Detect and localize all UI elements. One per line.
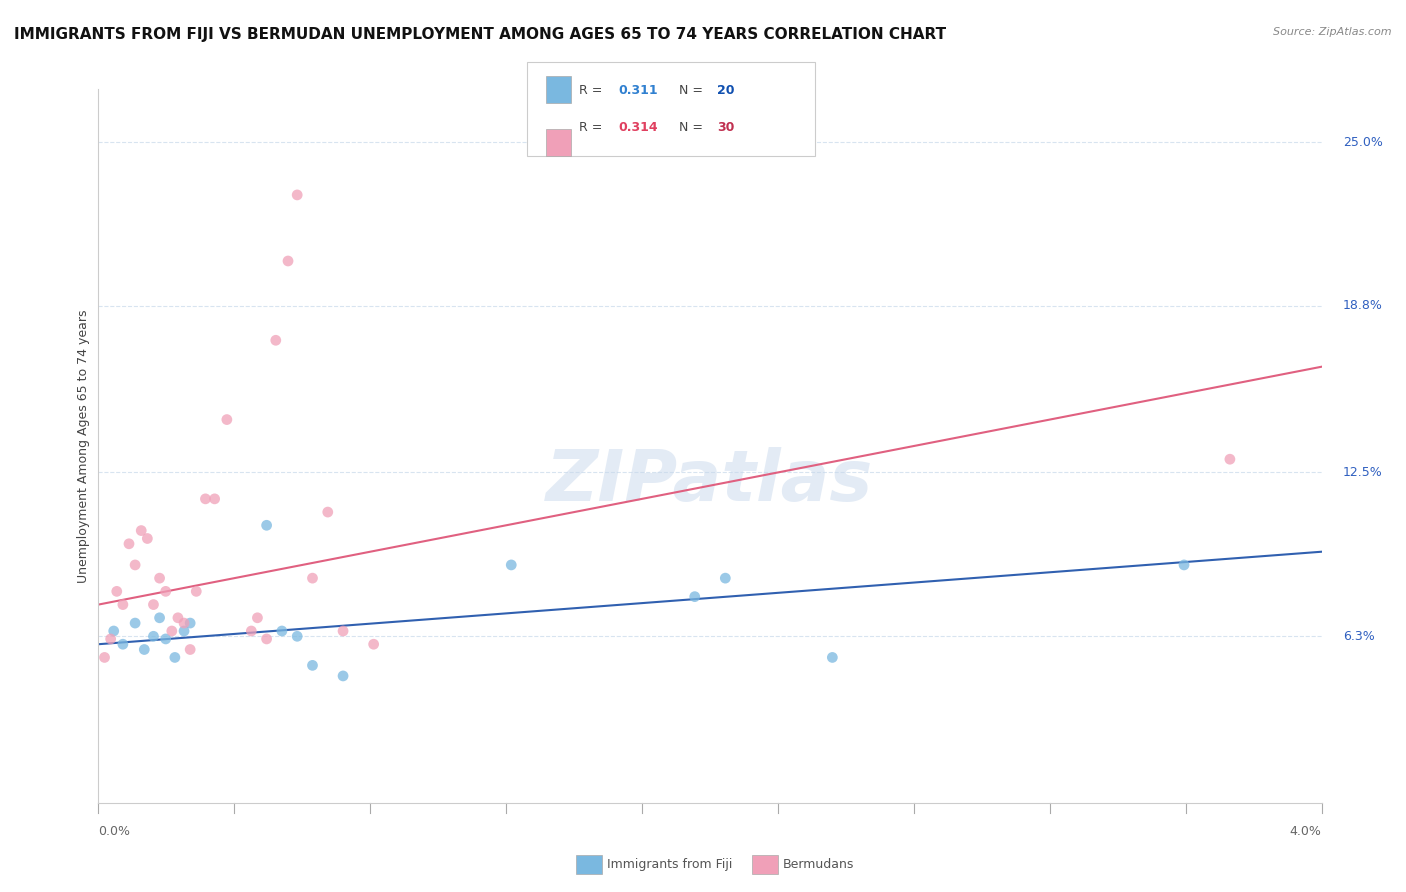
Point: [316, 505, 339, 519]
Point: [301, 658, 323, 673]
Text: 6.3%: 6.3%: [1343, 630, 1375, 643]
Point: [256, 518, 278, 533]
Point: [363, 637, 385, 651]
Point: [160, 624, 183, 638]
Point: [167, 611, 190, 625]
Point: [134, 642, 156, 657]
Text: 20: 20: [717, 84, 734, 97]
Point: [301, 571, 323, 585]
Point: [1173, 558, 1195, 572]
Point: [142, 629, 165, 643]
Text: N =: N =: [671, 121, 707, 135]
Point: [501, 558, 523, 572]
Point: [246, 611, 269, 625]
Point: [215, 412, 238, 426]
Point: [136, 532, 159, 546]
Point: [204, 491, 226, 506]
Point: [129, 524, 152, 538]
Point: [270, 624, 294, 638]
Point: [155, 584, 177, 599]
Point: [1219, 452, 1241, 467]
Point: [179, 616, 201, 631]
Text: 0.314: 0.314: [619, 121, 658, 135]
Point: [173, 616, 195, 631]
Y-axis label: Unemployment Among Ages 65 to 74 years: Unemployment Among Ages 65 to 74 years: [77, 310, 90, 582]
Point: [277, 254, 299, 268]
Point: [103, 624, 125, 638]
Point: [264, 333, 287, 347]
Point: [256, 632, 278, 646]
Point: [100, 632, 122, 646]
Point: [285, 188, 308, 202]
Point: [93, 650, 115, 665]
Text: R =: R =: [579, 84, 606, 97]
Text: Immigrants from Fiji: Immigrants from Fiji: [607, 858, 733, 871]
Point: [332, 624, 354, 638]
Point: [285, 629, 308, 643]
Point: [155, 632, 177, 646]
Point: [149, 611, 172, 625]
Point: [111, 598, 134, 612]
Point: [111, 637, 134, 651]
Point: [173, 624, 195, 638]
Point: [105, 584, 128, 599]
Point: [179, 642, 201, 657]
Text: 25.0%: 25.0%: [1343, 136, 1382, 149]
Text: R =: R =: [579, 121, 606, 135]
Text: ZIPatlas: ZIPatlas: [547, 447, 873, 516]
Text: 0.0%: 0.0%: [98, 825, 131, 838]
Point: [163, 650, 186, 665]
Text: Source: ZipAtlas.com: Source: ZipAtlas.com: [1274, 27, 1392, 37]
Text: 4.0%: 4.0%: [1289, 825, 1322, 838]
Point: [332, 669, 354, 683]
Point: [118, 537, 141, 551]
Text: 12.5%: 12.5%: [1343, 466, 1382, 479]
Point: [142, 598, 165, 612]
Text: 30: 30: [717, 121, 734, 135]
Text: N =: N =: [671, 84, 707, 97]
Text: 0.311: 0.311: [619, 84, 658, 97]
Point: [240, 624, 263, 638]
Point: [124, 616, 146, 631]
Point: [149, 571, 172, 585]
Text: Bermudans: Bermudans: [783, 858, 855, 871]
Point: [186, 584, 208, 599]
Point: [124, 558, 146, 572]
Point: [714, 571, 737, 585]
Point: [683, 590, 706, 604]
Text: 18.8%: 18.8%: [1343, 300, 1382, 312]
Point: [194, 491, 217, 506]
Text: IMMIGRANTS FROM FIJI VS BERMUDAN UNEMPLOYMENT AMONG AGES 65 TO 74 YEARS CORRELAT: IMMIGRANTS FROM FIJI VS BERMUDAN UNEMPLO…: [14, 27, 946, 42]
Point: [821, 650, 844, 665]
